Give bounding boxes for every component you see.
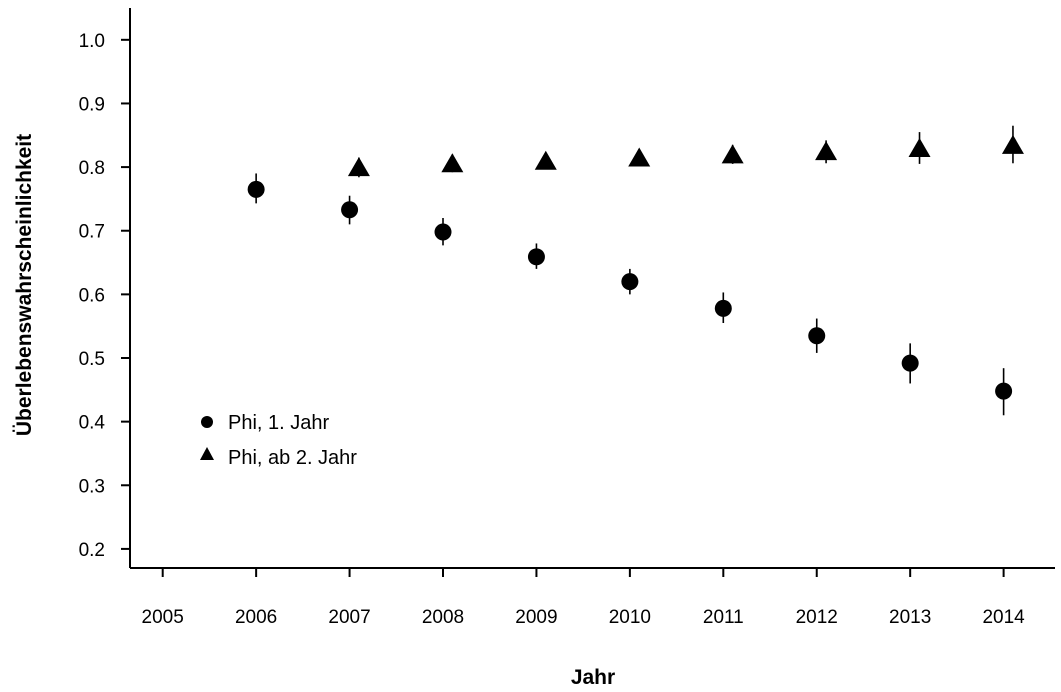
data-point-circle [995,382,1013,400]
y-axis-ticks: 0.2 0.3 0.4 0.5 0.6 0.7 0.8 0.9 1.0 [79,31,130,561]
y-tick-label: 0.7 [79,222,105,243]
data-point-triangle [347,157,370,177]
x-tick-label: 2012 [796,607,838,628]
data-point-triangle [908,138,931,157]
legend: Phi, 1. Jahr Phi, ab 2. Jahr [200,412,357,469]
x-tick-label: 2011 [703,607,744,628]
plot-area: 0.2 0.3 0.4 0.5 0.6 0.7 0.8 0.9 1.0 2005 2006 2007… [79,8,1055,628]
legend-item-triangle: Phi, ab 2. Jahr [200,447,357,469]
x-tick-label: 2005 [142,607,184,628]
data-point-circle [808,327,826,345]
data-point-circle [621,273,639,291]
data-point-triangle [628,147,651,167]
y-tick-label: 0.6 [79,285,105,306]
x-tick-label: 2010 [609,607,651,628]
data-point-triangle [721,144,744,164]
legend-item-circle: Phi, 1. Jahr [201,412,330,434]
data-point-triangle [1001,134,1024,154]
x-tick-label: 2006 [235,607,277,628]
x-tick-label: 2007 [328,607,370,628]
x-tick-label: 2014 [982,607,1025,628]
x-axis-title: Jahr [571,666,615,689]
legend-circle-marker [201,416,213,428]
data-point-circle [527,248,545,266]
data-point-circle [341,201,359,219]
y-tick-label: 0.9 [79,94,105,115]
legend-label-first-year: Phi, 1. Jahr [228,412,330,434]
x-tick-label: 2009 [515,607,557,628]
legend-label-second-year: Phi, ab 2. Jahr [228,447,357,469]
y-tick-label: 0.3 [79,476,105,497]
data-point-circle [901,354,919,372]
y-tick-label: 0.4 [79,413,106,434]
x-axis-ticks: 2005 2006 2007 2008 2009 2010 2011 2012 2013 2014 [142,568,1025,628]
data-point-circle [247,180,265,198]
y-tick-label: 0.2 [79,540,105,561]
y-tick-label: 0.5 [79,349,105,370]
data-point-circle [714,299,732,317]
series-from-second-year [347,125,1024,178]
y-axis-title: Überlebenswahrscheinlichkeit [13,134,36,436]
data-marks [247,125,1024,416]
data-point-triangle [534,150,557,170]
y-tick-label: 0.8 [79,158,105,179]
data-point-circle [434,223,452,241]
data-point-triangle [815,141,838,161]
x-tick-label: 2008 [422,607,464,628]
series-first-year [247,173,1013,416]
y-tick-label: 1.0 [79,31,105,52]
legend-triangle-marker [200,447,214,460]
x-tick-label: 2013 [889,607,931,628]
data-point-triangle [441,153,464,173]
